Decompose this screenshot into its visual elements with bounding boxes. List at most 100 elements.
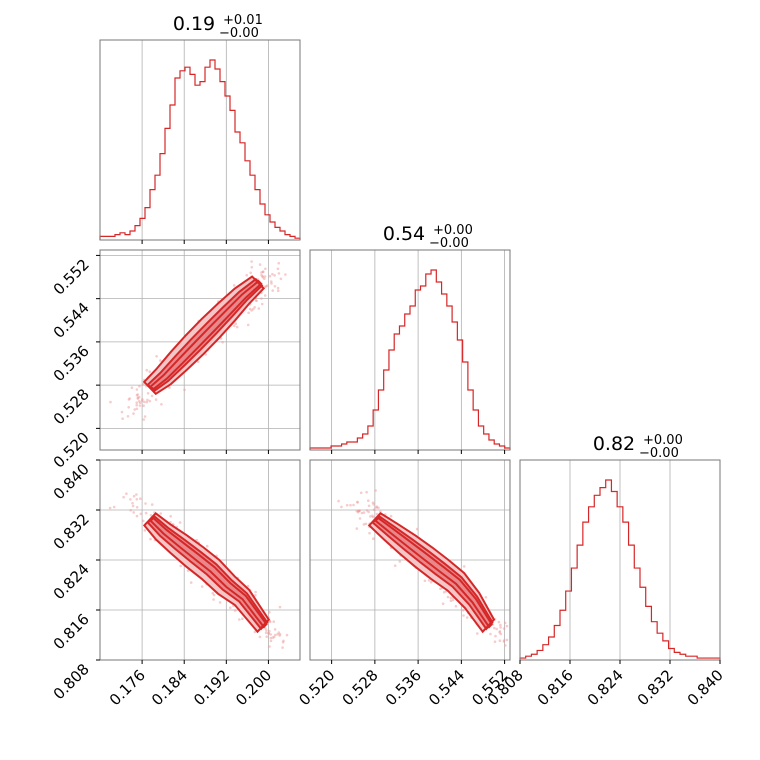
- sample-point: [196, 360, 200, 364]
- sample-point: [229, 606, 232, 609]
- sample-point: [268, 645, 271, 648]
- sample-point: [254, 590, 257, 594]
- sample-point: [146, 392, 150, 395]
- sample-point: [135, 506, 139, 509]
- sample-point: [368, 531, 371, 535]
- sample-point: [284, 273, 287, 276]
- sample-point: [136, 397, 140, 400]
- sample-point: [263, 275, 267, 278]
- sample-point: [398, 560, 402, 563]
- sample-point: [505, 624, 509, 628]
- sample-point: [269, 633, 273, 636]
- sample-point: [446, 595, 450, 599]
- sample-point: [265, 635, 269, 638]
- x-tick-label: 0.528: [339, 666, 382, 709]
- sample-point: [393, 564, 397, 567]
- histogram-panel-3: 0.82 +0.00−0.00: [519, 433, 721, 664]
- sample-point: [154, 398, 158, 401]
- histogram-steps: [99, 59, 301, 240]
- sample-point: [273, 628, 277, 631]
- sample-point: [132, 412, 135, 415]
- sample-point: [273, 285, 277, 288]
- sample-point: [132, 511, 135, 514]
- contour-inner-fill: [147, 516, 268, 629]
- sample-point: [340, 505, 343, 509]
- x-tick-label: 0.520: [295, 666, 338, 709]
- x-tick-label: 0.200: [232, 666, 275, 709]
- sample-point: [497, 620, 501, 624]
- sample-point: [155, 355, 158, 358]
- sample-point: [362, 511, 366, 514]
- sample-point: [212, 593, 216, 597]
- sample-point: [454, 604, 458, 608]
- contour-inner: [149, 516, 268, 629]
- sample-point: [135, 401, 138, 405]
- sample-point: [247, 311, 250, 315]
- sample-point: [265, 629, 268, 632]
- sample-point: [143, 529, 147, 532]
- panel-frame: [99, 249, 301, 451]
- sample-point: [142, 404, 145, 408]
- sample-point: [132, 494, 136, 498]
- sample-point: [267, 631, 270, 635]
- sample-point: [109, 400, 112, 404]
- sample-point: [260, 302, 264, 306]
- contour-outer: [367, 512, 496, 634]
- sample-point: [159, 359, 162, 362]
- sample-point: [357, 509, 361, 513]
- sample-point: [359, 491, 363, 495]
- median-value: 0.54: [383, 223, 425, 245]
- sample-point: [246, 323, 250, 327]
- y-tick-label: 0.520: [50, 428, 93, 471]
- sample-point: [148, 399, 152, 403]
- sample-point: [250, 260, 253, 263]
- sample-point: [375, 512, 379, 516]
- sample-point: [138, 404, 142, 407]
- sample-point: [112, 505, 116, 509]
- median-value: 0.82: [593, 433, 635, 455]
- sample-point: [233, 324, 236, 328]
- sample-point: [125, 492, 128, 496]
- sample-point: [365, 490, 368, 494]
- sample-point: [150, 394, 154, 398]
- sample-point: [245, 273, 248, 277]
- sample-point: [131, 501, 134, 505]
- sample-point: [502, 627, 506, 630]
- sample-point: [126, 415, 130, 418]
- sample-point: [355, 527, 359, 530]
- sample-point: [442, 590, 446, 594]
- sample-point: [367, 499, 370, 503]
- sample-point: [281, 646, 284, 649]
- sample-point: [241, 617, 244, 620]
- sample-point: [278, 632, 282, 636]
- sample-point: [160, 403, 163, 406]
- sample-point: [503, 621, 507, 625]
- sample-point: [255, 299, 258, 303]
- sample-point: [270, 280, 273, 283]
- panel-frame: [309, 459, 511, 661]
- y-tick-label: 0.536: [50, 342, 93, 385]
- sample-point: [142, 383, 145, 386]
- x-tick-label: 0.536: [382, 666, 425, 709]
- upper-error: +0.01: [223, 13, 263, 28]
- sample-point: [121, 417, 124, 421]
- sample-point: [352, 503, 355, 507]
- upper-error: +0.00: [643, 433, 683, 448]
- sample-point: [212, 598, 215, 601]
- sample-point: [495, 627, 499, 631]
- histogram-frame: [309, 249, 511, 451]
- contour-middle: [146, 514, 269, 631]
- sample-point: [369, 515, 372, 518]
- sample-point: [250, 266, 254, 269]
- sample-point: [183, 388, 186, 392]
- sample-point: [337, 499, 340, 503]
- x-tick-label: 0.840: [684, 666, 727, 709]
- sample-point: [449, 599, 453, 602]
- sample-point: [169, 515, 172, 518]
- lower-error: −0.00: [639, 446, 679, 461]
- sample-point: [272, 620, 276, 623]
- sample-point: [281, 640, 285, 644]
- sample-point: [461, 609, 465, 612]
- sample-point: [360, 511, 364, 515]
